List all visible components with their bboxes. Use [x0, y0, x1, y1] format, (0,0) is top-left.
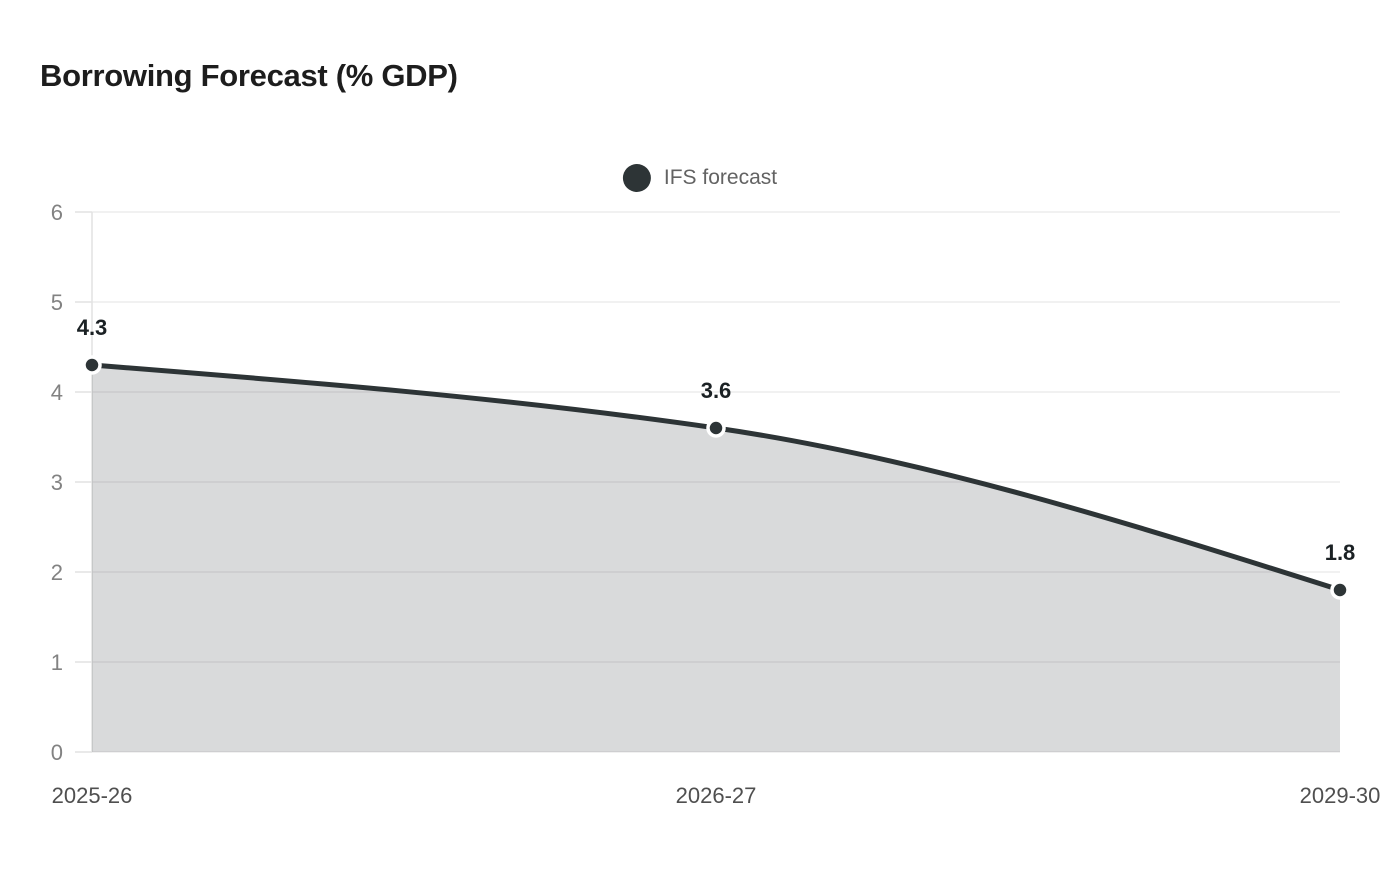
y-axis-tick-label: 0	[51, 740, 63, 765]
y-axis-tick-label: 5	[51, 290, 63, 315]
y-axis-tick-label: 4	[51, 380, 63, 405]
data-point-marker[interactable]	[82, 355, 102, 375]
data-point-label: 1.8	[1325, 540, 1356, 565]
y-axis-tick-label: 3	[51, 470, 63, 495]
x-axis-tick-label: 2025-26	[52, 783, 133, 808]
chart-title: Borrowing Forecast (% GDP)	[40, 58, 458, 93]
y-axis-tick-label: 6	[51, 200, 63, 225]
y-axis-tick-label: 1	[51, 650, 63, 675]
data-point-marker[interactable]	[1330, 580, 1350, 600]
x-axis-tick-label: 2026-27	[676, 783, 757, 808]
data-point-marker[interactable]	[706, 418, 726, 438]
legend-series-label: IFS forecast	[663, 166, 778, 189]
data-point-label: 3.6	[701, 378, 732, 403]
data-point-label: 4.3	[77, 315, 108, 340]
area-fill	[92, 365, 1340, 752]
y-axis-tick-label: 2	[51, 560, 63, 585]
legend[interactable]: IFS forecast	[622, 164, 778, 192]
x-axis-tick-label: 2029-30	[1300, 783, 1381, 808]
legend-series-dot-icon	[622, 164, 651, 192]
